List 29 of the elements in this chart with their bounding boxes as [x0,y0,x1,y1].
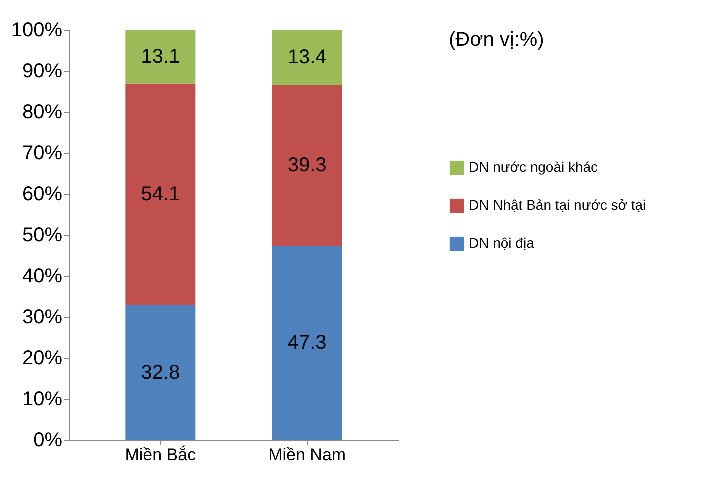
y-tick-label: 100% [11,20,63,42]
bar [126,84,196,306]
data-label: 13.1 [141,46,180,68]
y-tick-label: 20% [22,348,63,370]
data-label: 13.4 [288,46,327,68]
y-tick-label: 0% [34,430,63,452]
data-label: 47.3 [288,332,327,354]
text: (Đơn vị:%) [449,29,544,51]
y-tick-label: 80% [22,102,63,124]
bar [272,30,342,85]
data-label: 39.3 [288,154,327,177]
bar [126,306,196,440]
legend-label: DN nội địa [469,235,535,251]
x-tick-label: Miền Bắc [125,446,197,464]
bar [272,84,342,246]
bar [126,30,196,84]
legend-label: DN Nhật Bản tại nước sở tại [469,197,646,213]
y-tick-label: 40% [22,266,63,288]
y-tick-label: 70% [22,142,63,164]
data-label: 32.8 [141,362,180,384]
data-label: 54.1 [141,184,180,206]
y-tick-label: 50% [22,224,63,246]
legend-label: DN nước ngoài khác [469,159,598,175]
y-tick-label: 10% [22,388,63,410]
x-tick-label: Miền Nam [268,446,346,464]
bar [272,246,342,440]
y-tick-label: 60% [22,184,63,206]
y-tick-label: 30% [22,306,63,328]
y-tick-label: 90% [22,60,63,82]
